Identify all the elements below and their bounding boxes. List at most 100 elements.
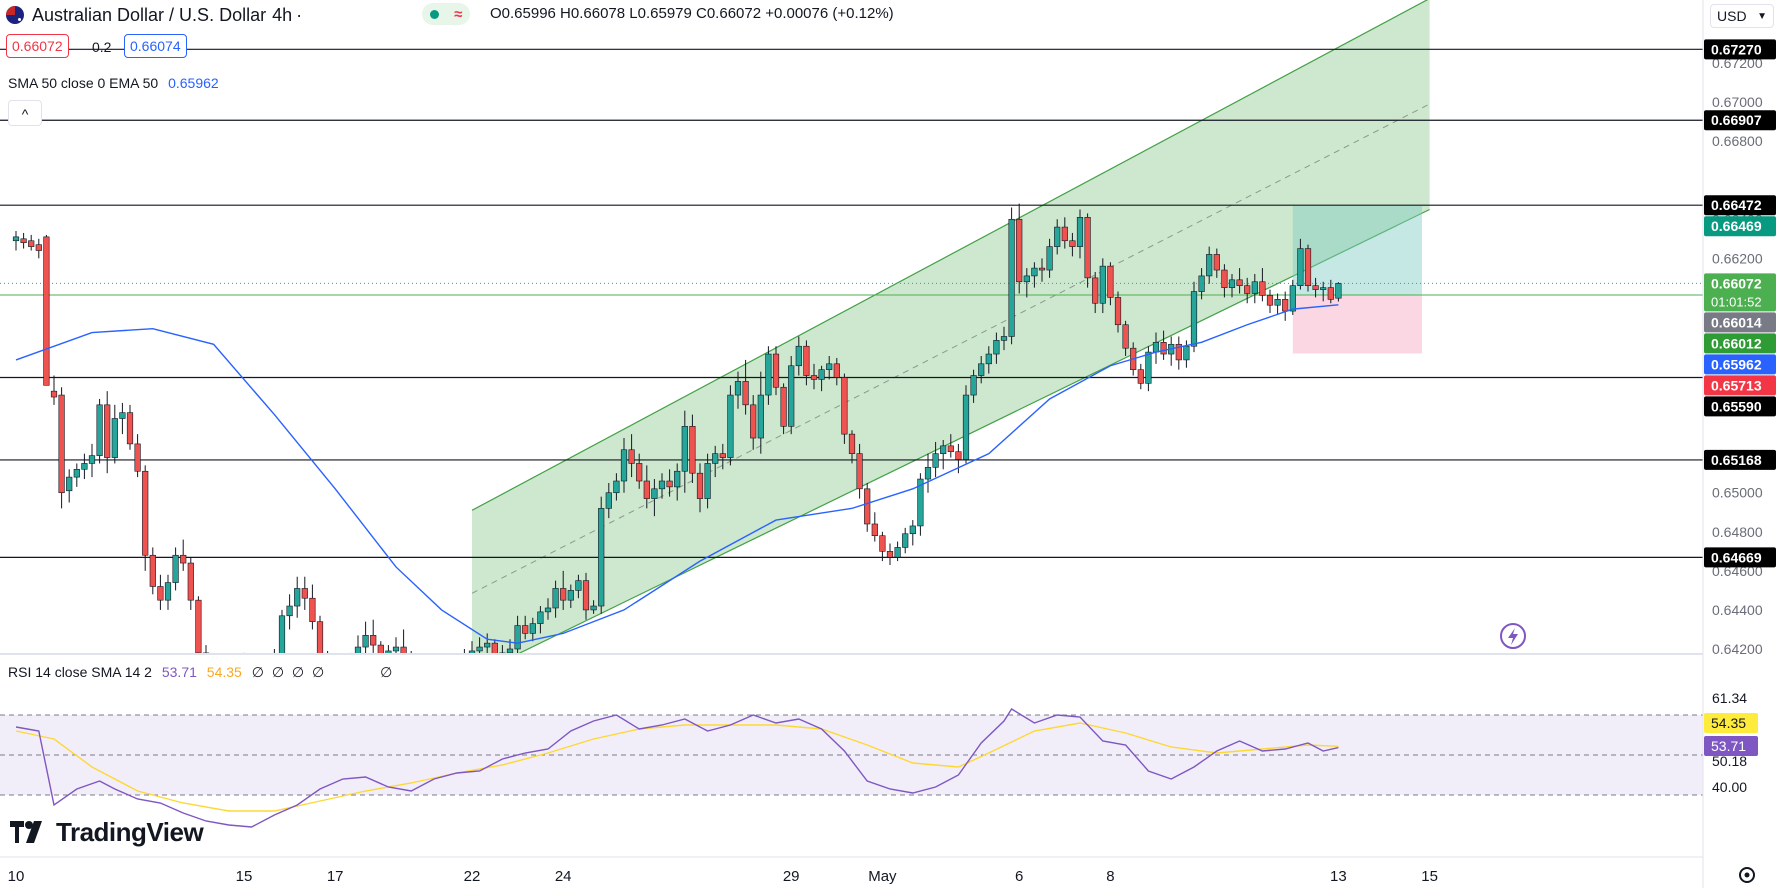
candle[interactable]: [590, 600, 597, 614]
candle[interactable]: [385, 645, 392, 678]
candle[interactable]: [1327, 279, 1334, 304]
price-axis-label[interactable]: 0.65590: [1704, 396, 1776, 417]
candle[interactable]: [1137, 363, 1144, 390]
candle[interactable]: [1038, 258, 1046, 282]
candle[interactable]: [909, 520, 916, 546]
candle[interactable]: [742, 359, 749, 415]
candle[interactable]: [1000, 326, 1008, 351]
candle[interactable]: [484, 633, 491, 654]
candle[interactable]: [278, 609, 286, 665]
candle[interactable]: [681, 410, 688, 493]
candle[interactable]: [894, 541, 901, 562]
candle[interactable]: [879, 531, 886, 562]
bid-box[interactable]: 0.66072: [6, 34, 69, 58]
candle[interactable]: [1084, 213, 1091, 288]
candle[interactable]: [43, 234, 50, 386]
candle[interactable]: [301, 576, 308, 610]
candle[interactable]: [636, 453, 643, 489]
candle[interactable]: [28, 234, 35, 251]
candle[interactable]: [947, 434, 954, 458]
candle[interactable]: [696, 463, 704, 513]
price-axis-label[interactable]: 0.67270: [1704, 39, 1776, 60]
candle[interactable]: [81, 453, 88, 480]
candle[interactable]: [294, 576, 301, 618]
candle[interactable]: [172, 547, 179, 591]
candle[interactable]: [1168, 336, 1175, 366]
candle[interactable]: [96, 398, 103, 464]
candle[interactable]: [522, 615, 529, 640]
candle[interactable]: [157, 574, 164, 610]
candle[interactable]: [1320, 281, 1327, 302]
candle[interactable]: [962, 385, 970, 464]
candle[interactable]: [1092, 272, 1099, 314]
candle[interactable]: [1213, 248, 1220, 278]
indicator-legend[interactable]: SMA 50 close 0 EMA 50 0.65962: [8, 75, 219, 91]
candle[interactable]: [1023, 268, 1030, 298]
candle[interactable]: [476, 637, 483, 658]
candle[interactable]: [757, 371, 764, 454]
candle[interactable]: [1076, 209, 1084, 259]
candle[interactable]: [180, 539, 187, 571]
candle[interactable]: [1046, 238, 1053, 278]
candle[interactable]: [734, 371, 742, 409]
candle[interactable]: [704, 453, 711, 509]
candle[interactable]: [1304, 244, 1312, 292]
candle[interactable]: [985, 346, 992, 374]
candle[interactable]: [856, 443, 863, 499]
candle[interactable]: [582, 572, 590, 620]
candle[interactable]: [400, 629, 407, 660]
candle[interactable]: [1069, 232, 1076, 257]
price-axis-label[interactable]: 0.65713: [1704, 375, 1776, 396]
candle[interactable]: [12, 230, 20, 251]
candle[interactable]: [195, 596, 202, 664]
candle[interactable]: [1274, 293, 1281, 315]
candle[interactable]: [598, 496, 605, 614]
candle[interactable]: [439, 688, 445, 708]
candle[interactable]: [841, 373, 848, 444]
candle[interactable]: [803, 340, 810, 386]
price-axis-label[interactable]: 0.66472: [1704, 195, 1776, 216]
candle[interactable]: [643, 465, 650, 509]
candle[interactable]: [111, 404, 118, 464]
candle[interactable]: [462, 649, 468, 698]
candle[interactable]: [544, 598, 552, 620]
candle[interactable]: [1031, 262, 1038, 288]
rsi-plot[interactable]: [0, 708, 1703, 828]
price-plot[interactable]: [0, 0, 1703, 735]
candle[interactable]: [620, 438, 628, 493]
candle[interactable]: [712, 445, 719, 478]
price-axis-label[interactable]: 0.66469: [1704, 216, 1776, 237]
candle[interactable]: [1228, 273, 1236, 298]
candle[interactable]: [940, 439, 947, 470]
ask-box[interactable]: 0.66074: [124, 34, 187, 58]
candle[interactable]: [1312, 277, 1319, 298]
candle[interactable]: [1335, 282, 1342, 302]
candle[interactable]: [871, 512, 878, 542]
replay-lightning-icon[interactable]: [1500, 623, 1526, 649]
candle[interactable]: [719, 443, 726, 470]
candle[interactable]: [370, 619, 377, 653]
candle[interactable]: [772, 346, 780, 396]
candle[interactable]: [50, 375, 58, 405]
candle[interactable]: [1221, 264, 1228, 298]
candle[interactable]: [286, 594, 293, 630]
currency-dropdown[interactable]: USD ▼: [1710, 4, 1774, 28]
candle[interactable]: [514, 615, 521, 657]
candle[interactable]: [993, 332, 1000, 364]
candle[interactable]: [529, 617, 536, 642]
candle[interactable]: [142, 465, 149, 571]
candle[interactable]: [454, 688, 460, 713]
candle[interactable]: [1206, 246, 1213, 284]
candle[interactable]: [1145, 346, 1152, 392]
market-status-badge[interactable]: ≈: [422, 3, 470, 25]
candle[interactable]: [149, 547, 156, 595]
candle[interactable]: [104, 391, 111, 474]
candle[interactable]: [506, 639, 514, 662]
candle[interactable]: [780, 383, 787, 435]
candle[interactable]: [689, 414, 696, 483]
candle[interactable]: [864, 482, 871, 532]
candle[interactable]: [134, 434, 141, 478]
candle[interactable]: [73, 463, 80, 487]
candle[interactable]: [1122, 320, 1129, 356]
